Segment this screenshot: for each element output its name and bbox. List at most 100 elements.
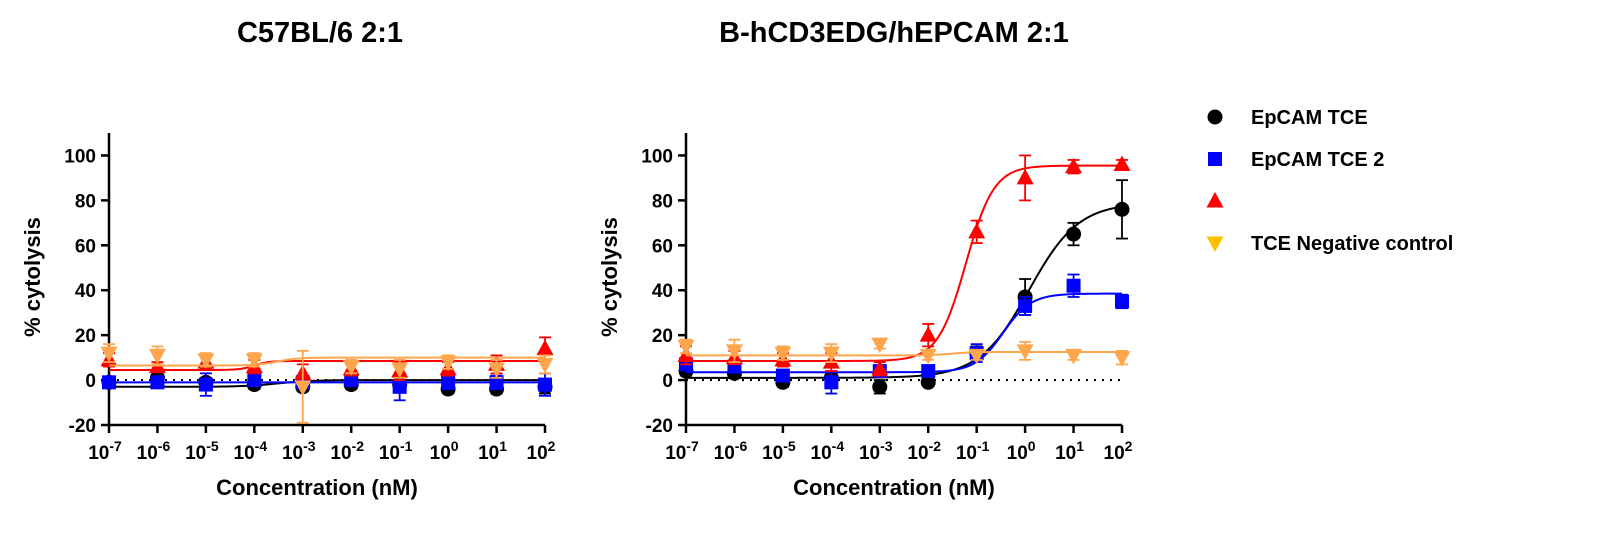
data-point <box>392 379 407 394</box>
x-tick-label: 10-4 <box>234 438 268 464</box>
x-axis-label: Concentration (nM) <box>793 475 995 500</box>
fit-curve <box>686 164 1122 362</box>
x-tick-base: 10 <box>282 443 303 464</box>
x-tick-label: 10-2 <box>330 438 364 464</box>
data-point <box>725 344 743 360</box>
x-tick-exponent: -7 <box>686 438 699 454</box>
series-3 <box>677 154 1131 377</box>
data-point <box>245 353 263 369</box>
data-point <box>294 380 312 396</box>
x-tick-base: 10 <box>1055 443 1076 464</box>
x-tick-label: 10-1 <box>379 438 413 464</box>
legend-label: EpCAM TCE 2 <box>1251 149 1384 171</box>
chart-title: B-hCD3EDG/hEPCAM 2:1 <box>719 17 1069 49</box>
x-tick-label: 100 <box>1007 438 1036 464</box>
data-point <box>920 374 936 390</box>
y-tick-label: 0 <box>85 371 96 392</box>
x-tick-base: 10 <box>330 443 351 464</box>
y-tick-label: 60 <box>75 236 96 257</box>
data-point <box>1113 351 1131 367</box>
fit-curve <box>109 359 545 371</box>
x-tick-exponent: -3 <box>880 438 893 454</box>
data-point <box>198 377 213 392</box>
data-point <box>150 375 165 390</box>
y-axis-label: % cytolysis <box>20 217 45 337</box>
x-tick-exponent: -4 <box>832 438 845 454</box>
x-tick-exponent: 1 <box>499 438 507 454</box>
data-point <box>441 375 456 390</box>
data-point <box>1065 157 1083 174</box>
data-point <box>489 375 504 390</box>
chart-title: C57BL/6 2:1 <box>237 17 403 49</box>
data-point <box>919 326 937 342</box>
x-tick-label: 10-5 <box>762 438 796 464</box>
data-point <box>968 222 986 239</box>
x-tick-base: 10 <box>527 443 548 464</box>
x-tick-exponent: -5 <box>783 438 796 454</box>
data-point <box>968 348 986 365</box>
legend-marker <box>1206 236 1224 252</box>
x-tick-exponent: 2 <box>1125 438 1133 454</box>
x-tick-label: 101 <box>478 438 507 464</box>
series-4 <box>100 343 554 424</box>
data-point <box>342 360 360 376</box>
y-tick-label: 20 <box>652 326 673 347</box>
x-tick-base: 10 <box>956 443 977 464</box>
data-point <box>1065 348 1083 365</box>
x-tick-label: 10-7 <box>88 438 122 464</box>
x-axis-label: Concentration (nM) <box>216 475 418 500</box>
data-point <box>919 348 937 365</box>
x-tick-exponent: -3 <box>303 438 316 454</box>
x-tick-label: 10-1 <box>956 438 990 464</box>
data-point <box>488 362 506 378</box>
data-point <box>102 375 116 390</box>
y-tick-label: 40 <box>75 281 96 302</box>
data-point <box>391 362 409 378</box>
legend: EpCAM TCE EpCAM TCE 2 TCE Negative control <box>1206 107 1453 255</box>
y-tick-label: 60 <box>652 236 673 257</box>
series-2 <box>102 372 552 402</box>
data-point <box>538 377 552 392</box>
x-tick-base: 10 <box>379 443 400 464</box>
data-point <box>1066 226 1082 242</box>
x-tick-label: 10-2 <box>907 438 941 464</box>
x-tick-base: 10 <box>185 443 206 464</box>
y-tick-label: 100 <box>64 146 96 167</box>
x-tick-label: 10-5 <box>185 438 219 464</box>
x-tick-exponent: 0 <box>451 438 459 454</box>
x-tick-base: 10 <box>478 443 499 464</box>
y-tick-label: -20 <box>646 416 673 437</box>
fit-curve <box>686 292 1122 374</box>
x-tick-base: 10 <box>811 443 832 464</box>
series-1 <box>678 179 1130 395</box>
y-tick-label: 0 <box>662 371 673 392</box>
x-tick-base: 10 <box>88 443 109 464</box>
x-tick-exponent: -5 <box>206 438 219 454</box>
series-3 <box>100 336 554 384</box>
x-tick-exponent: -7 <box>109 438 122 454</box>
x-tick-base: 10 <box>665 443 686 464</box>
x-tick-base: 10 <box>1007 443 1028 464</box>
data-point <box>774 346 792 363</box>
data-point <box>344 373 359 388</box>
data-point <box>148 348 166 365</box>
x-tick-base: 10 <box>1104 443 1125 464</box>
series-2 <box>679 273 1129 395</box>
x-tick-base: 10 <box>234 443 255 464</box>
data-point <box>536 357 554 374</box>
data-point <box>822 346 840 363</box>
data-point <box>775 368 790 383</box>
fit-curve <box>109 356 545 367</box>
x-tick-exponent: 1 <box>1076 438 1084 454</box>
fit-curve <box>686 351 1122 357</box>
x-tick-exponent: -2 <box>352 438 365 454</box>
y-axis-label: % cytolysis <box>597 217 622 337</box>
y-tick-label: 40 <box>652 281 673 302</box>
x-tick-label: 102 <box>1104 438 1133 464</box>
data-point <box>1016 344 1034 360</box>
x-tick-label: 10-6 <box>714 438 748 464</box>
data-point <box>100 346 118 363</box>
